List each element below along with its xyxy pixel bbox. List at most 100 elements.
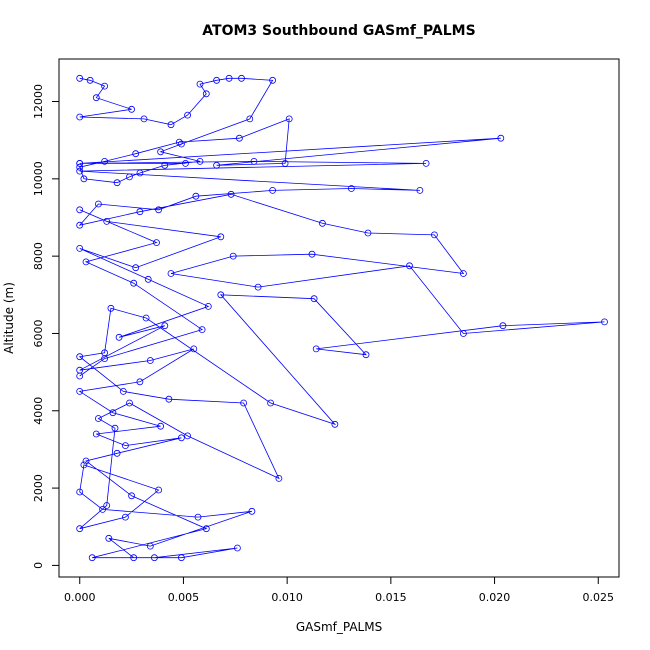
data-point xyxy=(167,270,175,277)
data-point xyxy=(227,190,235,198)
data-point xyxy=(204,302,212,310)
data-point xyxy=(130,279,138,287)
y-tick-label: 2000 xyxy=(32,474,45,502)
x-tick-label: 0.010 xyxy=(271,591,303,604)
data-point xyxy=(269,76,277,84)
y-tick-label: 4000 xyxy=(32,397,45,425)
data-point xyxy=(128,492,136,500)
data-point xyxy=(459,270,467,277)
data-point xyxy=(167,121,175,129)
data-point xyxy=(103,502,111,509)
data-point xyxy=(416,186,424,194)
data-point xyxy=(331,420,339,428)
data-point xyxy=(140,115,148,123)
data-point xyxy=(92,430,100,438)
data-point xyxy=(132,150,140,158)
data-point xyxy=(113,179,121,187)
data-point xyxy=(312,345,320,353)
data-point xyxy=(422,159,430,167)
data-point xyxy=(184,111,192,119)
data-point xyxy=(225,74,233,82)
series-layer xyxy=(76,74,608,562)
data-point xyxy=(246,115,254,123)
data-point xyxy=(190,345,198,353)
data-point xyxy=(182,159,189,167)
data-point xyxy=(157,422,165,430)
data-point xyxy=(155,206,163,214)
data-point xyxy=(202,525,210,533)
data-point xyxy=(76,221,84,229)
data-point xyxy=(254,283,262,291)
data-point xyxy=(132,264,140,272)
data-point xyxy=(76,372,84,380)
data-point xyxy=(161,161,169,169)
x-tick-label: 0.015 xyxy=(375,591,407,604)
data-point xyxy=(194,513,202,521)
data-point xyxy=(248,507,256,515)
data-point xyxy=(76,387,84,395)
data-point xyxy=(76,167,84,175)
data-point xyxy=(499,322,507,330)
y-tick-label: 12000 xyxy=(32,84,45,119)
data-point xyxy=(275,474,283,482)
data-point xyxy=(161,322,169,330)
x-tick-label: 0.000 xyxy=(64,591,96,604)
data-point xyxy=(82,457,90,465)
data-point xyxy=(155,486,163,494)
data-point xyxy=(235,134,243,142)
data-point xyxy=(310,295,318,303)
data-point xyxy=(95,415,102,422)
data-point xyxy=(184,432,192,440)
data-point xyxy=(92,94,100,102)
data-point xyxy=(308,250,316,258)
data-point xyxy=(86,76,94,84)
data-point xyxy=(459,330,467,337)
data-point xyxy=(281,159,289,167)
data-point xyxy=(99,505,106,513)
data-point xyxy=(202,90,210,98)
data-point xyxy=(76,244,84,252)
chart-title: ATOM3 Southbound GASmf_PALMS xyxy=(202,23,475,39)
data-point xyxy=(113,449,121,457)
data-point xyxy=(126,399,133,407)
data-point xyxy=(109,409,117,417)
data-point xyxy=(269,186,277,194)
data-point xyxy=(347,185,355,192)
data-point xyxy=(213,76,221,84)
data-point xyxy=(119,387,127,395)
data-point xyxy=(76,163,84,171)
data-point xyxy=(267,399,275,407)
data-point xyxy=(362,351,370,359)
data-point xyxy=(101,355,108,363)
data-point xyxy=(76,206,84,214)
data-point xyxy=(165,395,173,403)
data-point xyxy=(128,105,136,113)
data-point xyxy=(105,534,113,542)
data-point xyxy=(196,157,204,165)
data-point xyxy=(497,134,505,142)
data-point xyxy=(175,138,183,146)
data-point xyxy=(76,353,84,361)
x-tick-label: 0.005 xyxy=(168,591,200,604)
data-point xyxy=(198,326,206,334)
data-point xyxy=(111,424,119,432)
data-point xyxy=(130,554,138,562)
data-point xyxy=(101,82,108,90)
data-point xyxy=(82,258,90,266)
data-point xyxy=(601,318,608,326)
data-point xyxy=(136,378,144,386)
data-point xyxy=(213,161,221,169)
data-point xyxy=(122,513,129,521)
x-axis: 0.000 0.005 0.010 0.015 0.020 0.025 xyxy=(64,576,614,604)
data-point xyxy=(122,442,129,450)
data-point xyxy=(76,488,84,496)
data-point xyxy=(238,74,245,82)
data-point xyxy=(285,115,293,123)
data-point xyxy=(153,239,160,247)
y-axis: 0 2000 4000 6000 8000 10000 12000 xyxy=(32,84,60,569)
y-tick-label: 8000 xyxy=(32,242,45,270)
data-point xyxy=(146,542,154,550)
data-point xyxy=(88,554,96,562)
data-point xyxy=(101,157,108,165)
data-point xyxy=(196,80,204,88)
